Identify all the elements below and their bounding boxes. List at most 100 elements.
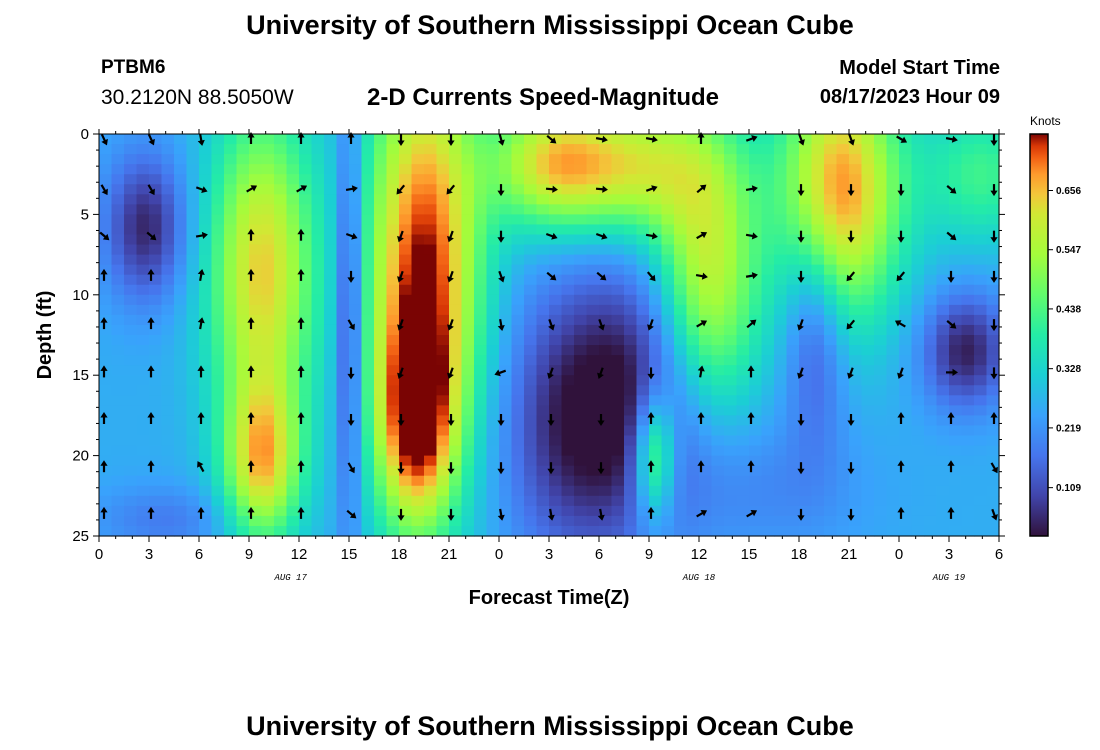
current-arrow xyxy=(347,270,355,283)
heatmap-cell xyxy=(936,274,950,286)
heatmap-cell xyxy=(699,515,713,527)
heatmap-cell xyxy=(136,264,150,276)
heatmap-cell xyxy=(299,495,313,507)
heatmap-cell xyxy=(324,335,338,346)
heatmap-cell xyxy=(224,184,238,195)
heatmap-cell xyxy=(574,435,588,447)
heatmap-cell xyxy=(699,144,713,155)
heatmap-cell xyxy=(649,445,663,457)
heatmap-cell xyxy=(611,435,625,447)
heatmap-cell xyxy=(774,415,788,427)
heatmap-cell xyxy=(824,324,838,336)
heatmap-cell xyxy=(736,445,750,457)
heatmap-cell xyxy=(399,324,413,336)
heatmap-cell xyxy=(811,144,825,155)
heatmap-cell xyxy=(711,194,725,205)
heatmap-cell xyxy=(924,475,938,487)
heatmap-cell xyxy=(749,365,763,376)
heatmap-cell xyxy=(886,154,900,165)
heatmap-cell xyxy=(749,304,763,316)
heatmap-cell xyxy=(486,324,500,336)
heatmap-cell xyxy=(749,385,763,396)
heatmap-cell xyxy=(299,274,313,286)
heatmap-cell xyxy=(199,515,213,527)
heatmap-cell xyxy=(686,294,700,306)
heatmap-cell xyxy=(111,455,125,467)
heatmap-cell xyxy=(599,304,613,316)
heatmap-cell xyxy=(936,345,950,356)
heatmap-cell xyxy=(386,485,400,497)
heatmap-cell xyxy=(224,365,238,376)
heatmap-cell xyxy=(561,164,575,175)
heatmap-cell xyxy=(186,435,200,447)
current-arrow xyxy=(946,320,957,329)
heatmap-cell xyxy=(436,405,450,416)
heatmap-cell xyxy=(649,154,663,165)
heatmap-cell xyxy=(686,335,700,346)
heatmap-cell xyxy=(949,375,963,386)
heatmap-cell xyxy=(299,455,313,467)
heatmap-cell xyxy=(399,144,413,155)
heatmap-cell xyxy=(886,164,900,175)
heatmap-cell xyxy=(161,324,175,336)
heatmap-cell xyxy=(574,294,588,306)
heatmap-cell xyxy=(336,435,350,447)
heatmap-cell xyxy=(461,244,475,256)
heatmap-cell xyxy=(874,525,888,537)
heatmap-cell xyxy=(236,184,250,195)
heatmap-cell xyxy=(886,234,900,246)
heatmap-cell xyxy=(511,174,525,185)
heatmap-cell xyxy=(436,465,450,477)
heatmap-cell xyxy=(274,304,288,316)
heatmap-cell xyxy=(311,445,325,457)
heatmap-cell xyxy=(636,445,650,457)
heatmap-cell xyxy=(949,164,963,175)
current-arrow xyxy=(595,232,608,240)
heatmap-cell xyxy=(361,455,375,467)
heatmap-cell xyxy=(736,134,750,145)
heatmap-cell xyxy=(824,465,838,477)
heatmap-cell xyxy=(961,144,975,155)
heatmap-cell xyxy=(461,234,475,246)
heatmap-cell xyxy=(649,345,663,356)
heatmap-cell xyxy=(686,184,700,195)
heatmap-cell xyxy=(674,174,688,185)
heatmap-cell xyxy=(161,294,175,306)
heatmap-cell xyxy=(111,515,125,527)
heatmap-cell xyxy=(849,184,863,195)
heatmap-cell xyxy=(649,435,663,447)
heatmap-cell xyxy=(611,164,625,175)
heatmap-cell xyxy=(574,335,588,346)
heatmap-cell xyxy=(274,455,288,467)
heatmap-cell xyxy=(561,274,575,286)
heatmap-cell xyxy=(374,525,388,537)
heatmap-cell xyxy=(299,324,313,336)
heatmap-cell xyxy=(199,435,213,447)
heatmap-cell xyxy=(149,254,163,266)
heatmap-cell xyxy=(961,224,975,236)
heatmap-cell xyxy=(936,284,950,296)
heatmap-cell xyxy=(886,355,900,366)
heatmap-cell xyxy=(99,385,113,396)
heatmap-cell xyxy=(174,164,188,175)
heatmap-cell xyxy=(949,495,963,507)
current-arrow xyxy=(696,320,708,328)
heatmap-cell xyxy=(274,395,288,406)
heatmap-cell xyxy=(299,174,313,185)
heatmap-cell xyxy=(361,355,375,366)
heatmap-cell xyxy=(549,144,563,155)
heatmap-cell xyxy=(936,355,950,366)
current-arrow xyxy=(100,268,108,281)
heatmap-cell xyxy=(286,365,300,376)
heatmap-cell xyxy=(261,455,275,467)
heatmap-cell xyxy=(786,164,800,175)
heatmap-cell xyxy=(174,435,188,447)
heatmap-cell xyxy=(549,515,563,527)
heatmap-cell xyxy=(274,194,288,205)
heatmap-cell xyxy=(236,144,250,155)
heatmap-cell xyxy=(549,224,563,236)
heatmap-cell xyxy=(124,505,138,517)
heatmap-cell xyxy=(974,515,988,527)
heatmap-cell xyxy=(299,485,313,497)
heatmap-cell xyxy=(524,505,538,517)
